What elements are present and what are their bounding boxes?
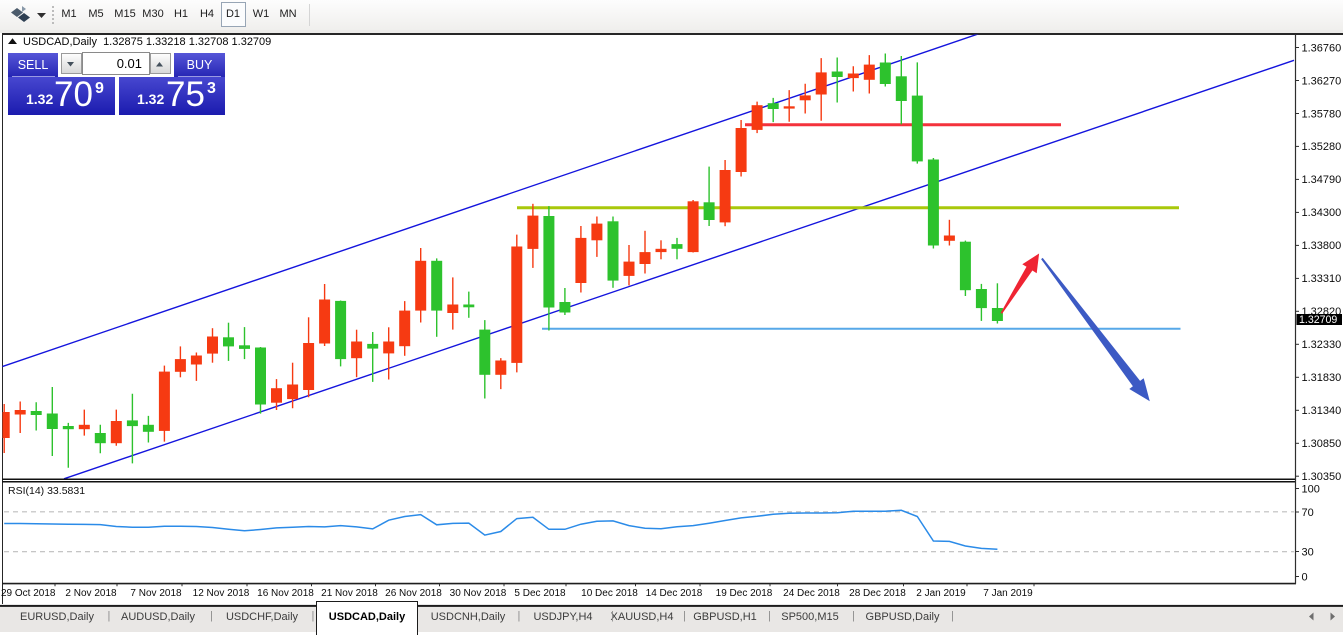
svg-text:70: 70 — [1302, 507, 1314, 519]
svg-text:100: 100 — [1302, 483, 1320, 495]
svg-text:24 Dec 2018: 24 Dec 2018 — [783, 588, 840, 599]
svg-text:7 Nov 2018: 7 Nov 2018 — [130, 588, 182, 599]
svg-text:1.30850: 1.30850 — [1302, 438, 1342, 450]
svg-text:5 Dec 2018: 5 Dec 2018 — [514, 588, 566, 599]
svg-text:1.33800: 1.33800 — [1302, 240, 1342, 252]
svg-text:1.36760: 1.36760 — [1302, 42, 1342, 54]
svg-text:1.35280: 1.35280 — [1302, 141, 1342, 153]
svg-text:26 Nov 2018: 26 Nov 2018 — [385, 588, 442, 599]
svg-text:28 Dec 2018: 28 Dec 2018 — [849, 588, 906, 599]
svg-text:19 Dec 2018: 19 Dec 2018 — [716, 588, 773, 599]
svg-text:USDCAD,Daily 1.32875 1.33218: USDCAD,Daily 1.32875 1.33218 1.32708 1.3… — [23, 36, 271, 48]
svg-text:30: 30 — [1302, 546, 1314, 558]
svg-text:1.34790: 1.34790 — [1302, 174, 1342, 186]
svg-text:10 Dec 2018: 10 Dec 2018 — [581, 588, 638, 599]
svg-text:1.32709: 1.32709 — [1299, 314, 1337, 326]
svg-text:1.30350: 1.30350 — [1302, 471, 1342, 483]
svg-text:12 Nov 2018: 12 Nov 2018 — [193, 588, 250, 599]
svg-text:21 Nov 2018: 21 Nov 2018 — [321, 588, 378, 599]
svg-text:1.32330: 1.32330 — [1302, 339, 1342, 351]
svg-text:1.36270: 1.36270 — [1302, 75, 1342, 87]
svg-text:1.31830: 1.31830 — [1302, 372, 1342, 384]
svg-text:1.33310: 1.33310 — [1302, 273, 1342, 285]
svg-text:14 Dec 2018: 14 Dec 2018 — [646, 588, 703, 599]
svg-text:7 Jan 2019: 7 Jan 2019 — [983, 588, 1033, 599]
svg-text:29 Oct 2018: 29 Oct 2018 — [1, 588, 56, 599]
svg-text:2 Jan 2019: 2 Jan 2019 — [916, 588, 966, 599]
svg-text:RSI(14) 33.5831: RSI(14) 33.5831 — [8, 485, 85, 497]
svg-text:0: 0 — [1302, 571, 1308, 583]
svg-text:1.34300: 1.34300 — [1302, 207, 1342, 219]
svg-text:1.35780: 1.35780 — [1302, 108, 1342, 120]
svg-text:1.31340: 1.31340 — [1302, 405, 1342, 417]
svg-text:30 Nov 2018: 30 Nov 2018 — [450, 588, 507, 599]
svg-text:2 Nov 2018: 2 Nov 2018 — [65, 588, 117, 599]
svg-text:16 Nov 2018: 16 Nov 2018 — [257, 588, 314, 599]
